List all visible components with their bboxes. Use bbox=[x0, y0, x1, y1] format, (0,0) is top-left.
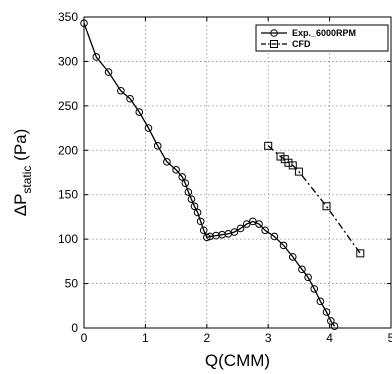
legend-marker bbox=[270, 40, 278, 48]
legend-entry: CFD bbox=[261, 39, 311, 49]
series-cfd bbox=[264, 141, 365, 258]
x-tick-label: 5 bbox=[388, 331, 392, 345]
data-point bbox=[288, 161, 297, 170]
y-tick-label: 200 bbox=[58, 143, 78, 157]
y-tick-label: 100 bbox=[58, 232, 78, 246]
series-layer bbox=[80, 19, 365, 331]
data-point bbox=[264, 141, 273, 150]
series-exp-6000rpm bbox=[80, 19, 339, 331]
y-axis-label-subscript: static bbox=[20, 166, 34, 194]
data-point bbox=[298, 265, 306, 274]
x-tick-label: 1 bbox=[142, 331, 149, 345]
plot-frame bbox=[83, 16, 392, 329]
y-tick-label: 0 bbox=[71, 321, 78, 335]
data-point bbox=[270, 232, 279, 241]
x-tick-label: 3 bbox=[265, 331, 272, 345]
data-point bbox=[153, 142, 162, 150]
data-point bbox=[181, 179, 190, 187]
data-point bbox=[261, 226, 269, 235]
data-point bbox=[203, 233, 211, 242]
data-point bbox=[242, 220, 251, 228]
data-point bbox=[104, 68, 113, 76]
data-point bbox=[230, 228, 239, 236]
data-point bbox=[276, 152, 285, 161]
data-point bbox=[284, 158, 293, 167]
legend-label: Exp._6000RPM bbox=[292, 28, 356, 38]
legend-label: CFD bbox=[292, 39, 311, 49]
data-point bbox=[163, 158, 171, 166]
data-point bbox=[255, 220, 263, 228]
y-tick-label: 350 bbox=[58, 10, 78, 24]
data-point bbox=[184, 188, 193, 196]
data-point bbox=[310, 285, 319, 293]
y-tick-label: 150 bbox=[58, 188, 78, 202]
x-tick-labels: 0 1 2 3 4 5 bbox=[81, 331, 392, 345]
data-point bbox=[356, 249, 365, 258]
data-point bbox=[294, 167, 303, 176]
data-point bbox=[126, 94, 134, 103]
series-line bbox=[267, 145, 361, 254]
data-point bbox=[172, 166, 180, 174]
y-tick-label: 50 bbox=[65, 277, 79, 291]
y-axis-label-unit: (Pa) bbox=[11, 129, 30, 166]
y-tick-label: 300 bbox=[58, 54, 78, 68]
data-point bbox=[117, 86, 125, 95]
x-tick-label: 0 bbox=[81, 331, 88, 345]
data-point bbox=[92, 53, 101, 61]
data-point bbox=[199, 226, 208, 235]
tick-marks bbox=[83, 16, 392, 329]
data-point bbox=[304, 273, 312, 282]
data-point bbox=[279, 241, 288, 250]
data-point bbox=[196, 217, 205, 226]
data-point bbox=[80, 19, 88, 28]
x-tick-label: 2 bbox=[203, 331, 210, 345]
data-point bbox=[135, 108, 144, 116]
legend-box bbox=[255, 24, 389, 52]
data-point bbox=[316, 297, 325, 306]
data-point bbox=[322, 308, 331, 316]
data-point bbox=[327, 317, 335, 325]
legend-entry: Exp._6000RPM bbox=[261, 28, 356, 38]
legend-marker bbox=[270, 29, 278, 37]
x-tick-label: 4 bbox=[326, 331, 333, 345]
data-point bbox=[190, 202, 199, 211]
grid bbox=[84, 17, 391, 328]
data-point bbox=[322, 202, 331, 211]
data-point bbox=[144, 124, 153, 132]
y-tick-labels: 0 50 100 150 200 250 300 350 bbox=[58, 10, 78, 335]
y-axis-label: ΔPstatic (Pa) bbox=[11, 129, 34, 217]
data-point bbox=[178, 173, 187, 181]
data-point bbox=[236, 224, 245, 233]
data-point bbox=[187, 195, 196, 203]
data-point bbox=[193, 208, 202, 217]
y-tick-label: 250 bbox=[58, 99, 78, 113]
x-axis-label: Q(CMM) bbox=[205, 351, 270, 370]
data-point bbox=[249, 217, 257, 226]
y-axis-label-main: ΔP bbox=[11, 194, 30, 217]
data-point bbox=[288, 253, 297, 261]
data-point bbox=[330, 322, 339, 331]
